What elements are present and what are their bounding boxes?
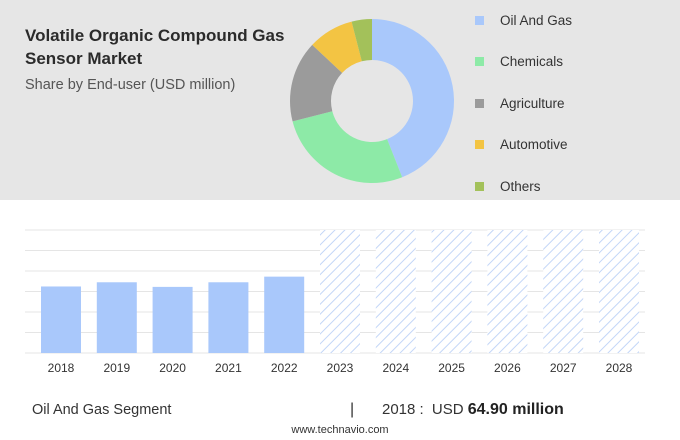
x-tick-label-2028: 2028: [606, 361, 633, 375]
donut-slice-oil-and-gas: [372, 19, 454, 178]
bar-2019: [96, 282, 137, 353]
forecast-bar-2027: [543, 230, 584, 353]
bar-2022: [264, 276, 305, 353]
legend-swatch: [475, 57, 484, 66]
bar-2021: [208, 282, 249, 353]
x-tick-label-2024: 2024: [382, 361, 409, 375]
x-tick-label-2025: 2025: [438, 361, 465, 375]
x-tick-label-2019: 2019: [103, 361, 130, 375]
footer-separator: |: [350, 401, 355, 418]
legend-label: Agriculture: [500, 95, 565, 111]
x-tick-label-2027: 2027: [550, 361, 577, 375]
legend-swatch: [475, 98, 484, 108]
legend-label: Others: [500, 178, 541, 194]
forecast-bar-2023: [320, 230, 360, 353]
x-tick-label-2022: 2022: [271, 361, 298, 375]
legend-label: Oil And Gas: [500, 12, 573, 28]
x-tick-label-2021: 2021: [215, 361, 242, 375]
donut-slice-agriculture: [289, 44, 343, 122]
x-tick-label-2023: 2023: [327, 361, 354, 375]
credit-url: www.technavio.com: [291, 424, 389, 436]
legend-item-agriculture: Agriculture: [475, 95, 565, 111]
legend-label: Chemicals: [500, 54, 564, 69]
legend-swatch: [475, 15, 484, 25]
chart-title: Volatile Organic Compound Gas Sensor Mar…: [25, 26, 285, 68]
x-tick-label-2018: 2018: [48, 361, 75, 375]
legend-swatch: [475, 140, 484, 149]
donut-slice-chemicals: [292, 111, 403, 183]
footer-amount: 64.90 million: [467, 401, 564, 418]
legend-item-automotive: Automotive: [475, 137, 568, 153]
legend-item-chemicals: Chemicals: [475, 54, 563, 70]
forecast-bar-2025: [431, 230, 472, 353]
legend-item-oil-and-gas: Oil And Gas: [475, 12, 572, 28]
footer-year: 2018 :: [382, 401, 424, 418]
forecast-bar-2026: [487, 230, 528, 353]
footer-currency: USD: [431, 401, 464, 418]
x-tick-label-2026: 2026: [494, 361, 521, 375]
legend-swatch: [475, 181, 484, 191]
chart-subtitle: Share by End-user (USD million): [25, 77, 236, 93]
donut-slice-others: [351, 19, 372, 62]
x-tick-label-2020: 2020: [159, 361, 186, 375]
footer-segment: Oil And Gas Segment: [32, 402, 172, 418]
forecast-bar-2028: [599, 230, 639, 353]
legend-label: Automotive: [500, 137, 568, 152]
bar-2020: [152, 286, 193, 353]
donut-chart: [289, 19, 454, 183]
footer-value: 2018 : USD 64.90 million: [382, 401, 564, 419]
bar-2018: [41, 286, 81, 353]
forecast-bar-2024: [375, 230, 416, 353]
legend-item-others: Others: [475, 178, 541, 194]
donut-slice-automotive: [312, 21, 362, 73]
